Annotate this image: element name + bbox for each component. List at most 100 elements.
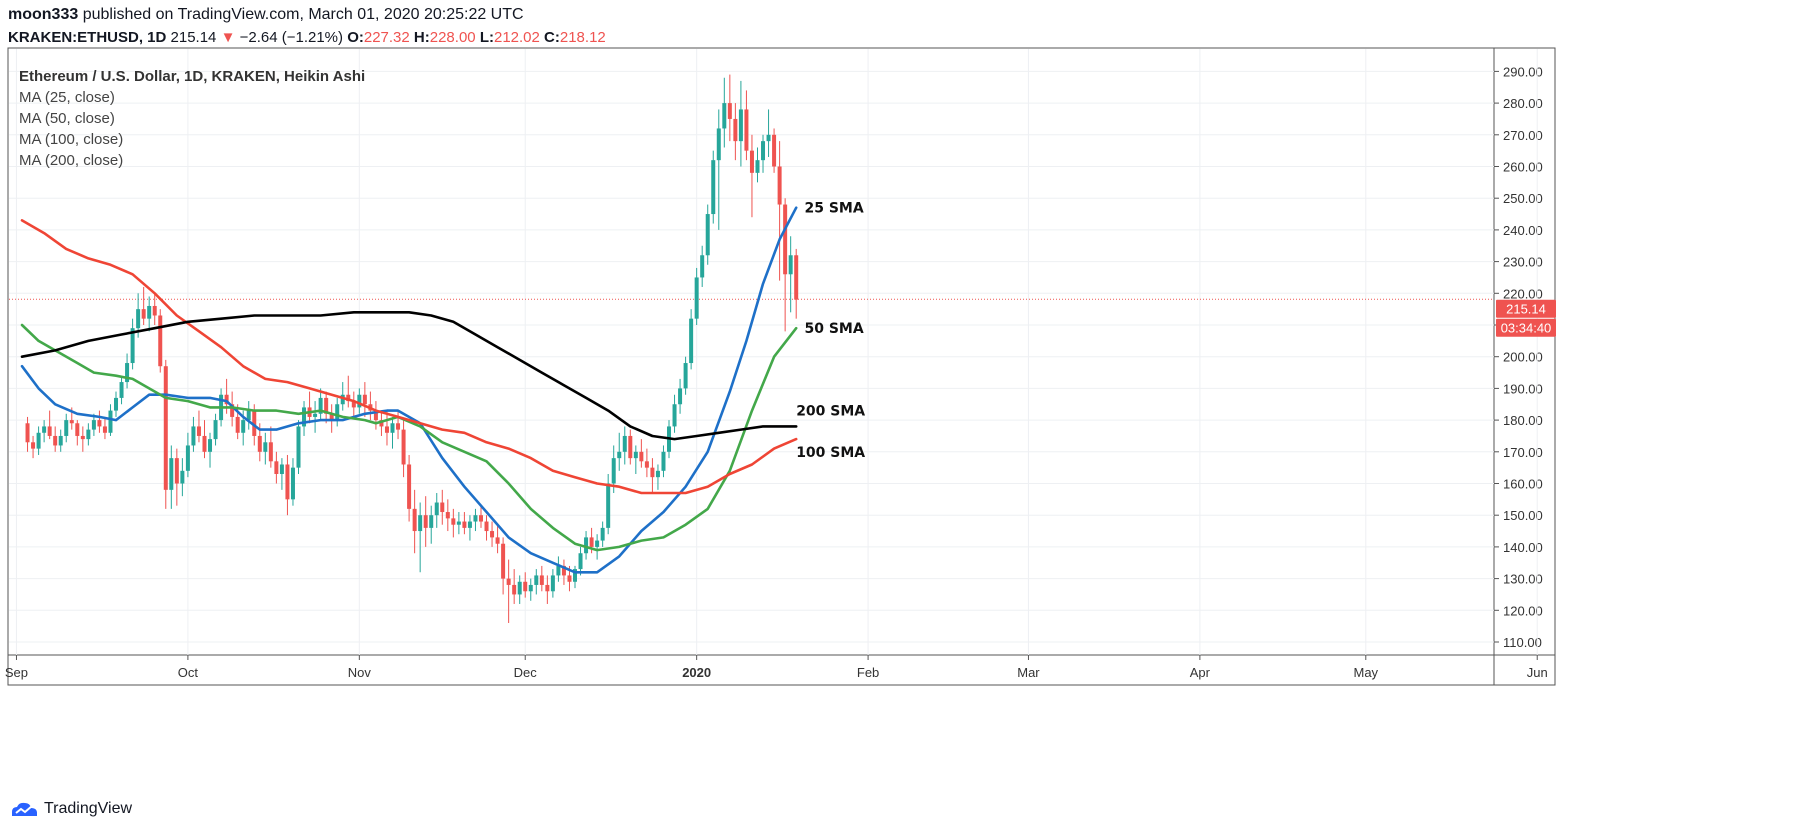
candle-body — [340, 394, 345, 405]
candle-body — [738, 109, 743, 142]
candle-body — [611, 458, 616, 484]
candle-body — [125, 363, 130, 383]
candle-body — [279, 464, 284, 474]
candle-body — [478, 515, 483, 522]
candle-body — [584, 537, 589, 554]
y-tick-label: 250.00 — [1503, 191, 1543, 206]
candle-body — [727, 103, 732, 119]
candle-body — [705, 214, 710, 256]
candle-body — [556, 565, 561, 576]
candle-body — [678, 388, 683, 405]
price-change: −2.64 (−1.21%) — [239, 29, 344, 46]
candle-body — [373, 410, 378, 421]
legend-ma100[interactable]: MA (100, close) — [19, 131, 124, 148]
candle-body — [445, 512, 450, 519]
candle-body — [174, 458, 179, 484]
candle-body — [42, 426, 47, 433]
ma50-line — [20, 323, 798, 552]
candle-body — [58, 435, 63, 446]
y-tick-label: 110.00 — [1503, 635, 1542, 650]
candle-body — [108, 410, 113, 433]
candle-body — [47, 426, 52, 436]
candle-body — [561, 565, 566, 576]
brand-name: TradingView — [44, 800, 133, 817]
tradingview-logo[interactable]: TradingView — [8, 800, 132, 818]
symbol-line: KRAKEN:ETHUSD, 1D 215.14 ▼ −2.64 (−1.21%… — [8, 29, 606, 46]
candle-body — [290, 467, 295, 500]
candle-body — [86, 429, 91, 440]
candle-body — [777, 166, 782, 205]
candle-body — [263, 442, 268, 452]
candle-body — [379, 420, 384, 427]
y-tick-label: 230.00 — [1503, 255, 1543, 270]
candle-body — [141, 309, 146, 319]
candle-body — [324, 397, 329, 414]
candle-body — [744, 109, 749, 151]
candle-body — [274, 461, 279, 474]
x-tick-label: Dec — [514, 665, 538, 680]
legend-ma25[interactable]: MA (25, close) — [19, 89, 115, 106]
candle-body — [650, 467, 655, 478]
candle-body — [252, 410, 257, 436]
x-tick-label: Oct — [178, 665, 199, 680]
candle-body — [755, 160, 760, 173]
candle-body — [119, 382, 124, 398]
candle-body — [329, 413, 334, 421]
candle-body — [97, 420, 102, 427]
candle-body — [313, 413, 318, 417]
candle-body — [700, 255, 705, 278]
candle-body — [462, 521, 467, 528]
candle-body — [357, 394, 362, 408]
ma100-line — [20, 219, 798, 495]
candle-body — [639, 451, 644, 462]
candle-body — [390, 423, 395, 433]
candle-body — [257, 435, 262, 452]
candle-body — [268, 442, 273, 462]
candle-body — [783, 204, 788, 275]
candle-body — [384, 426, 389, 433]
candle-body — [473, 515, 478, 522]
y-tick-label: 240.00 — [1503, 223, 1543, 238]
x-tick-label: 2020 — [682, 665, 711, 680]
candle-body — [578, 553, 583, 570]
ma25-line — [20, 206, 798, 574]
candle-body — [788, 255, 793, 275]
legend-ma200[interactable]: MA (200, close) — [19, 152, 124, 169]
candle-body — [31, 442, 36, 449]
x-tick-label: Nov — [348, 665, 372, 680]
candle-body — [689, 318, 694, 364]
candle-body — [761, 141, 766, 161]
author-name[interactable]: moon333 — [8, 6, 79, 23]
candle-body — [711, 160, 716, 215]
candle-body — [53, 435, 58, 446]
candle-body — [91, 420, 96, 430]
candle-body — [683, 363, 688, 389]
candle-body — [523, 581, 528, 592]
candle-body — [573, 569, 577, 582]
candle-body — [716, 128, 721, 161]
candle-body — [25, 423, 30, 443]
candle-body — [235, 416, 240, 433]
legend-ma50[interactable]: MA (50, close) — [19, 110, 115, 127]
candle-body — [672, 404, 677, 427]
y-tick-label: 160.00 — [1503, 477, 1543, 492]
candle-body — [567, 575, 572, 582]
chart-frame — [7, 47, 1556, 686]
candle-body — [241, 420, 246, 433]
published-text: published on TradingView.com, March 01, … — [82, 6, 524, 23]
candle-body — [285, 464, 290, 500]
cloud-logo-icon — [12, 802, 37, 816]
x-tick-label: Feb — [857, 665, 879, 680]
candle-body — [534, 575, 539, 585]
price-badge-label: 215.14 — [1506, 302, 1546, 317]
candle-body — [64, 420, 69, 436]
candle-body — [501, 543, 506, 579]
candle-body — [722, 103, 727, 129]
candle-body — [772, 134, 777, 167]
x-tick-label: Mar — [1017, 665, 1040, 680]
candle-body — [550, 575, 555, 592]
price-badge — [1496, 299, 1556, 318]
high-value: 228.00 — [429, 29, 476, 46]
candle-body — [180, 470, 185, 484]
